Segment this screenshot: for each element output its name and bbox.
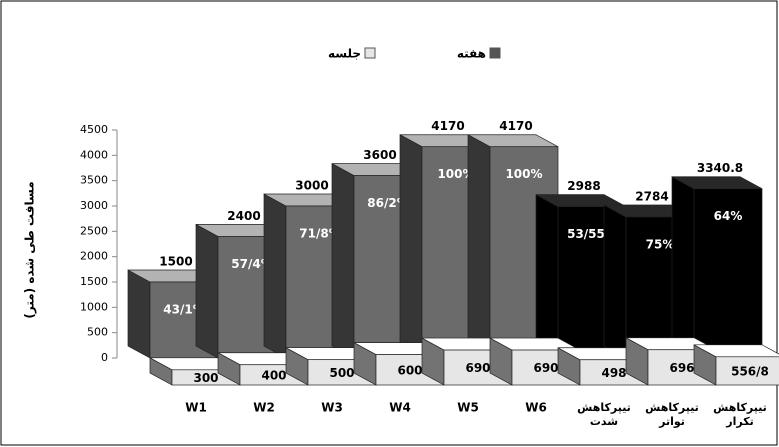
legend-swatch: [364, 47, 376, 59]
y-tick-label: 2000: [80, 250, 108, 263]
y-tick-label: 2500: [80, 224, 108, 237]
y-tick-label: 4000: [80, 148, 108, 161]
value-label: 2784: [635, 189, 668, 203]
annotation: 86/2%: [367, 196, 408, 210]
bar-side: [671, 176, 695, 359]
y-tick-label: 0: [101, 351, 108, 364]
bar-side: [331, 163, 355, 359]
x-tick-label: W5: [457, 401, 479, 415]
bar-side: [399, 134, 423, 359]
bar: [693, 188, 763, 359]
value-label: 696: [669, 361, 694, 375]
value-label: 498: [601, 366, 626, 380]
value-label: 4170: [499, 119, 532, 133]
legend-swatch: [489, 47, 501, 59]
value-label: 3340.8: [697, 161, 743, 175]
y-axis-label: مسافت طی شده (متر): [23, 181, 37, 318]
value-label: 4170: [431, 119, 464, 133]
x-tick-label: W4: [389, 401, 411, 415]
annotation: 100%: [505, 167, 542, 181]
annotation: 71/8%: [299, 227, 340, 241]
bar-side: [467, 134, 491, 359]
value-label: 690: [465, 361, 490, 375]
x-tick-label: W1: [185, 401, 207, 415]
value-label: 500: [329, 366, 354, 380]
bar-side: [127, 269, 151, 359]
value-label: 1500: [159, 255, 192, 269]
bar-side: [195, 223, 219, 359]
value-label: 600: [397, 363, 422, 377]
value-label: 3000: [295, 179, 328, 193]
legend-label: هفته: [457, 47, 486, 61]
x-tick-label: W2: [253, 401, 275, 415]
bar-side: [263, 193, 287, 359]
value-label: 2988: [567, 179, 600, 193]
y-tick-label: 3000: [80, 199, 108, 212]
y-tick-label: 1500: [80, 275, 108, 288]
x-tick-label: تیپرکاهش تکرار: [713, 401, 767, 428]
annotation: 100%: [437, 167, 474, 181]
annotation: 43/1%: [163, 303, 204, 317]
y-tick-label: 1000: [80, 300, 108, 313]
x-tick-label: W6: [525, 401, 547, 415]
bar-side: [603, 204, 627, 359]
annotation: 75%: [646, 237, 675, 251]
legend-label: جلسه: [328, 47, 361, 61]
value-label: 2400: [227, 209, 260, 223]
bar: [715, 356, 779, 386]
x-tick-label: W3: [321, 401, 343, 415]
value-label: 400: [261, 368, 286, 382]
value-label: 690: [533, 361, 558, 375]
annotation: 57/4%: [231, 257, 272, 271]
x-tick-label: تیپرکاهش شدت: [577, 401, 631, 428]
value-label: 3600: [363, 148, 396, 162]
y-tick-label: 4500: [80, 123, 108, 136]
x-tick-label: تیپرکاهش تواتر: [645, 401, 699, 428]
value-label: 300: [193, 371, 218, 385]
annotation: 64%: [714, 209, 743, 223]
y-tick-label: 3500: [80, 174, 108, 187]
value-label: 556/8: [731, 364, 769, 378]
y-tick-label: 500: [87, 326, 108, 339]
bar-side: [535, 194, 559, 359]
